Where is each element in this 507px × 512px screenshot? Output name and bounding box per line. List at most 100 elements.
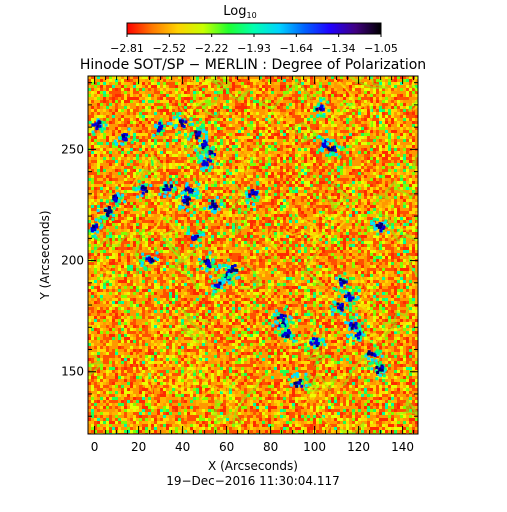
polarization-core	[141, 186, 145, 189]
polarization-halo	[326, 138, 330, 142]
polarization-halo	[338, 274, 342, 278]
polarization-halo	[173, 188, 177, 192]
polarization-core	[94, 122, 98, 126]
polarization-halo	[111, 214, 115, 217]
polarization-halo	[187, 137, 191, 141]
polarization-core	[380, 222, 384, 226]
polarization-core	[295, 381, 299, 385]
polarization-halo	[347, 335, 351, 339]
polarization-halo	[222, 280, 226, 284]
polarization-core	[170, 184, 173, 188]
polarization-halo	[161, 129, 165, 133]
polarization-core	[225, 271, 229, 275]
heatmap-network-lane	[177, 421, 194, 434]
polarization-halo	[205, 139, 209, 143]
polarization-halo	[352, 336, 356, 340]
polarization-core	[145, 189, 149, 193]
polarization-halo	[337, 295, 341, 298]
polarization-halo	[377, 372, 381, 376]
polarization-halo	[290, 383, 294, 387]
polarization-core	[187, 188, 191, 192]
heatmap-network-lane	[315, 400, 332, 434]
polarization-halo	[156, 132, 160, 136]
polarization-halo	[222, 263, 226, 267]
polarization-core	[98, 124, 102, 128]
polarization-halo	[178, 117, 182, 120]
polarization-halo	[344, 290, 348, 294]
polarization-halo	[246, 186, 250, 190]
polarization-halo	[208, 166, 212, 170]
polarization-halo	[295, 372, 299, 375]
polarization-halo	[352, 298, 356, 302]
polarization-core	[162, 188, 166, 191]
polarization-halo	[137, 179, 141, 183]
polarization-halo	[163, 124, 166, 128]
polarization-halo	[196, 190, 200, 194]
polarization-core	[248, 194, 252, 198]
polarization-halo	[313, 345, 317, 349]
polarization-halo	[104, 123, 108, 127]
polarization-halo	[370, 361, 374, 365]
polarization-halo	[230, 280, 234, 284]
polarization-halo	[189, 132, 193, 136]
heatmap-network-lane	[352, 275, 372, 315]
polarization-halo	[334, 153, 338, 157]
polarization-core	[195, 134, 199, 138]
heatmap-network-lane	[412, 152, 418, 170]
polarization-halo	[373, 344, 377, 348]
polarization-halo	[355, 329, 359, 333]
polarization-halo	[127, 127, 131, 131]
polarization-halo	[132, 186, 136, 190]
polarization-core	[316, 342, 320, 345]
polarization-halo	[321, 149, 324, 153]
polarization-halo	[374, 359, 378, 363]
polarization-halo	[189, 244, 193, 247]
polarization-halo	[245, 195, 249, 199]
polarization-halo	[163, 181, 167, 185]
heatmap-network-lane	[180, 324, 200, 344]
polarization-halo	[197, 156, 201, 160]
polarization-core	[95, 223, 99, 227]
polarization-halo	[206, 265, 210, 269]
polarization-halo	[382, 370, 386, 374]
polarization-halo	[206, 147, 210, 151]
polarization-halo	[283, 339, 287, 343]
polarization-halo	[289, 316, 293, 320]
polarization-core	[121, 137, 125, 141]
polarization-halo	[348, 302, 352, 306]
polarization-halo	[104, 207, 108, 211]
polarization-core	[191, 236, 195, 240]
polarization-halo	[367, 357, 371, 361]
polarization-halo	[292, 339, 296, 343]
polarization-core	[194, 236, 198, 240]
polarization-halo	[118, 200, 121, 204]
heatmap-network-lane	[141, 214, 179, 236]
polarization-halo	[197, 129, 201, 132]
polarization-core	[376, 371, 380, 374]
polarization-halo	[210, 284, 214, 288]
polarization-halo	[223, 277, 227, 281]
polarization-halo	[211, 258, 215, 262]
polarization-halo	[144, 266, 148, 270]
polarization-halo	[220, 202, 224, 206]
polarization-halo	[214, 209, 217, 213]
polarization-core	[205, 163, 209, 167]
heatmap-network-lane	[240, 263, 267, 290]
polarization-halo	[347, 321, 351, 325]
heatmap-network-lane	[317, 205, 348, 232]
polarization-halo	[149, 184, 153, 187]
polarization-halo	[319, 99, 323, 102]
polarization-halo	[152, 134, 156, 137]
polarization-halo	[305, 377, 309, 381]
colorbar-gradient	[126, 22, 382, 35]
polarization-halo	[331, 153, 335, 156]
colorbar-tick-label: −2.81	[110, 42, 144, 55]
polarization-halo	[219, 279, 223, 283]
polarization-core	[141, 191, 145, 195]
axis-ticks: 0 20 40 60 80 100 120 140 150 200 250	[61, 76, 418, 454]
polarization-core	[338, 303, 342, 307]
polarization-halo	[91, 130, 95, 134]
polarization-halo	[374, 350, 378, 354]
polarization-halo	[329, 305, 333, 308]
heatmap-network-lane	[201, 76, 232, 108]
